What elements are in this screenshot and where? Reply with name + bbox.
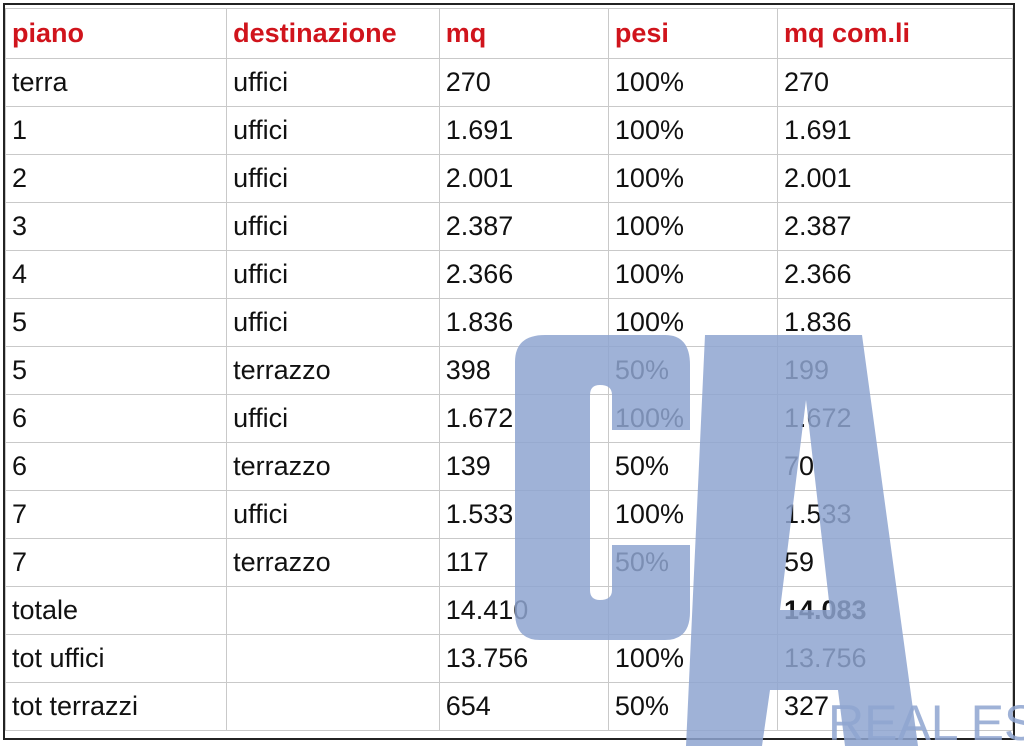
table-cell[interactable]: 1 <box>5 106 228 155</box>
table-cell[interactable]: 1.836 <box>776 298 1013 347</box>
table-cell[interactable]: 270 <box>438 58 609 107</box>
table-cell[interactable]: 1.836 <box>438 298 609 347</box>
table-cell[interactable]: 6 <box>5 394 228 443</box>
table-cell[interactable] <box>226 586 440 635</box>
table-cell[interactable]: 1.533 <box>438 490 609 539</box>
column-header[interactable]: pesi <box>607 8 778 59</box>
table-cell[interactable]: 5 <box>5 298 228 347</box>
table-cell[interactable]: 6 <box>5 442 228 491</box>
table-cell[interactable]: 50% <box>607 682 778 731</box>
table-cell[interactable]: tot uffici <box>5 634 228 683</box>
table-row: tot uffici 13.756 100% 13.756 <box>5 634 1013 683</box>
table-cell[interactable]: 3 <box>5 202 228 251</box>
table-row: 7 uffici 1.533 100% 1.533 <box>5 490 1013 539</box>
table-cell[interactable]: 2.366 <box>438 250 609 299</box>
table-cell[interactable]: 1.691 <box>776 106 1013 155</box>
table-cell[interactable]: tot terrazzi <box>5 682 228 731</box>
table-row: 5 uffici 1.836 100% 1.836 <box>5 298 1013 347</box>
table-cell[interactable]: 100% <box>607 634 778 683</box>
table-cell[interactable]: 100% <box>607 58 778 107</box>
table-cell[interactable]: uffici <box>226 250 440 299</box>
table-cell[interactable]: 117 <box>438 538 609 587</box>
table-cell[interactable]: 270 <box>776 58 1013 107</box>
table-row: 3 uffici 2.387 100% 2.387 <box>5 202 1013 251</box>
table-cell[interactable]: 100% <box>607 202 778 251</box>
table-row: totale 14.410 14.083 <box>5 586 1013 635</box>
table-row: 2 uffici 2.001 100% 2.001 <box>5 154 1013 203</box>
header-row: piano destinazione mq pesi mq com.li <box>5 8 1013 59</box>
table-cell[interactable]: totale <box>5 586 228 635</box>
column-header[interactable]: mq com.li <box>776 8 1013 59</box>
table-cell[interactable]: 13.756 <box>438 634 609 683</box>
column-header[interactable]: destinazione <box>226 8 440 59</box>
table-cell[interactable]: 50% <box>607 442 778 491</box>
table-row: 7 terrazzo 117 50% 59 <box>5 538 1013 587</box>
table-cell[interactable]: 199 <box>776 346 1013 395</box>
table-cell[interactable]: 5 <box>5 346 228 395</box>
table-cell[interactable]: uffici <box>226 58 440 107</box>
table-cell[interactable]: 7 <box>5 490 228 539</box>
table-cell[interactable]: terrazzo <box>226 346 440 395</box>
table-cell[interactable]: 4 <box>5 250 228 299</box>
table-cell[interactable] <box>226 634 440 683</box>
table-cell[interactable]: 100% <box>607 394 778 443</box>
table-cell[interactable]: 13.756 <box>776 634 1013 683</box>
table-cell[interactable]: 1.533 <box>776 490 1013 539</box>
table-cell[interactable]: uffici <box>226 490 440 539</box>
table-cell[interactable] <box>607 586 778 635</box>
spreadsheet: piano destinazione mq pesi mq com.li terra uff… <box>3 3 1015 740</box>
table-cell[interactable]: 2 <box>5 154 228 203</box>
table-cell[interactable]: 2.001 <box>438 154 609 203</box>
table-cell[interactable]: 7 <box>5 538 228 587</box>
table-cell[interactable]: 2.366 <box>776 250 1013 299</box>
table-cell[interactable]: 14.083 <box>776 586 1013 635</box>
table-row: 1 uffici 1.691 100% 1.691 <box>5 106 1013 155</box>
table-cell[interactable]: 2.387 <box>438 202 609 251</box>
table-cell[interactable]: 654 <box>438 682 609 731</box>
table-cell[interactable]: 398 <box>438 346 609 395</box>
table-cell[interactable]: 59 <box>776 538 1013 587</box>
table-cell[interactable]: uffici <box>226 298 440 347</box>
table-cell[interactable]: 100% <box>607 490 778 539</box>
table-cell[interactable]: 70 <box>776 442 1013 491</box>
table-row: 6 uffici 1.672 100% 1.672 <box>5 394 1013 443</box>
table-row: 5 terrazzo 398 50% 199 <box>5 346 1013 395</box>
table-cell[interactable]: 1.672 <box>776 394 1013 443</box>
table-cell[interactable]: uffici <box>226 154 440 203</box>
table-row: 6 terrazzo 139 50% 70 <box>5 442 1013 491</box>
table-cell[interactable]: 14.410 <box>438 586 609 635</box>
table-cell[interactable]: 2.001 <box>776 154 1013 203</box>
table-cell[interactable]: 1.672 <box>438 394 609 443</box>
table-cell[interactable]: 2.387 <box>776 202 1013 251</box>
table-cell[interactable]: 100% <box>607 250 778 299</box>
table-cell[interactable]: 100% <box>607 154 778 203</box>
table-cell[interactable]: uffici <box>226 394 440 443</box>
table-row: 4 uffici 2.366 100% 2.366 <box>5 250 1013 299</box>
table-cell[interactable]: 327 <box>776 682 1013 731</box>
table-cell[interactable]: 100% <box>607 298 778 347</box>
table-cell[interactable]: 139 <box>438 442 609 491</box>
column-header[interactable]: mq <box>438 8 609 59</box>
column-header[interactable]: piano <box>5 8 228 59</box>
table-cell[interactable]: terra <box>5 58 228 107</box>
table-row: tot terrazzi 654 50% 327 <box>5 682 1013 731</box>
table-cell[interactable]: 50% <box>607 346 778 395</box>
table-cell[interactable]: uffici <box>226 202 440 251</box>
table-cell[interactable]: uffici <box>226 106 440 155</box>
table-cell[interactable]: 50% <box>607 538 778 587</box>
table-row: terra uffici 270 100% 270 <box>5 58 1013 107</box>
table-cell[interactable]: 100% <box>607 106 778 155</box>
table-cell[interactable] <box>226 682 440 731</box>
area-table: piano destinazione mq pesi mq com.li terra uff… <box>5 8 1013 731</box>
table-cell[interactable]: terrazzo <box>226 442 440 491</box>
table-cell[interactable]: terrazzo <box>226 538 440 587</box>
table-cell[interactable]: 1.691 <box>438 106 609 155</box>
